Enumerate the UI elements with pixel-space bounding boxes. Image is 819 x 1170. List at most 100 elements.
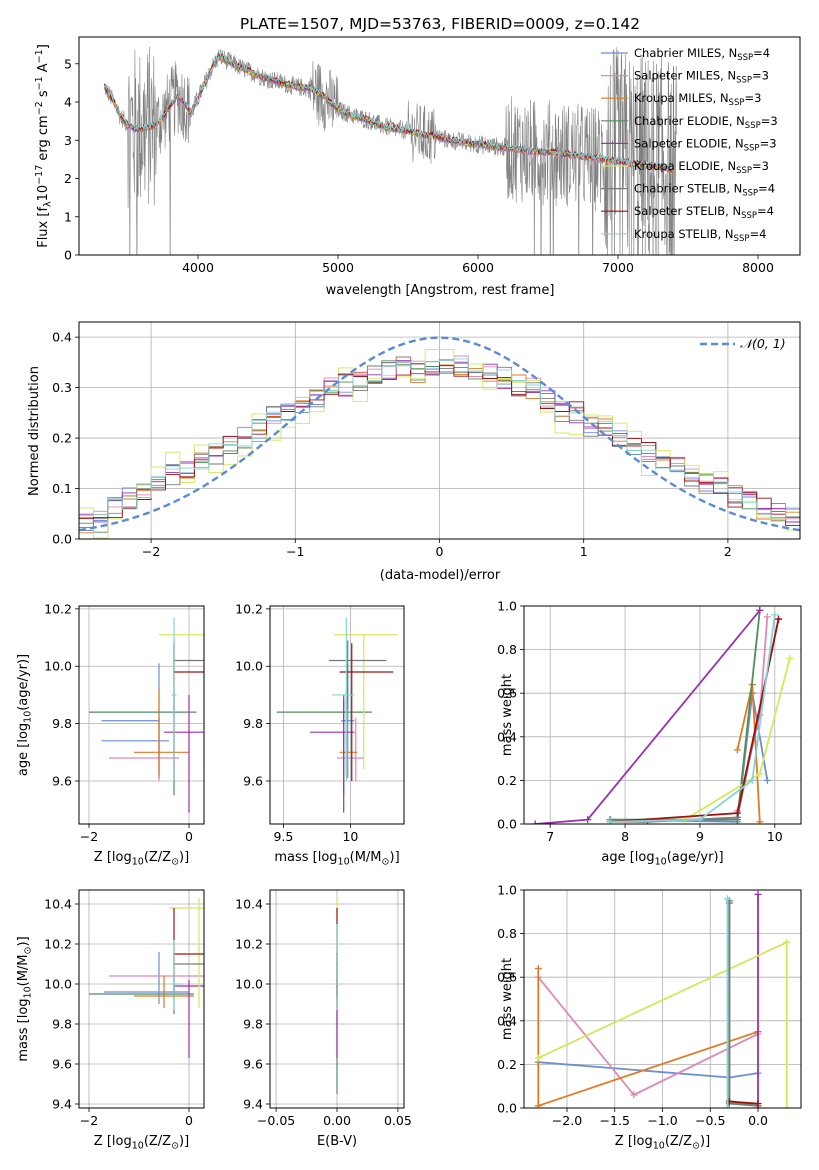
- age-vs-z-axes-xtick-label-0: −2: [80, 829, 98, 844]
- point-kroupa_stelib-8: [345, 694, 348, 696]
- spectrum-axes-xtick-label-0: 4000: [182, 260, 214, 275]
- weight-marker-salpeter_stelib-1: [733, 809, 741, 817]
- weight-vs-z-axes-xtick-label-0: −2.0: [552, 1113, 582, 1128]
- weight-vs-age-axes-xlabel: age [log10(age/yr)]: [601, 850, 723, 868]
- weight-vs-age-axes-xtick-label-0: 7: [546, 829, 554, 844]
- point-kroupa_elodie-5: [362, 633, 365, 636]
- weight-marker-kroupa_stelib-3: [771, 611, 779, 619]
- residuals-axes-ytick-label-2: 0.2: [52, 431, 72, 446]
- weight-marker-kroupa_miles-2: [756, 818, 764, 824]
- residuals-axes-ytick-label-1: 0.1: [52, 481, 72, 496]
- weight-marker-salpeter_miles-2: [763, 613, 771, 621]
- weight-marker-salpeter_elodie-0: [531, 820, 539, 824]
- spectrum-axes-ytick-label-2: 2: [64, 171, 72, 186]
- spectrum-axes-plot-area: [103, 46, 678, 255]
- age-vs-z-axes-ytick-label-2: 10.0: [44, 659, 72, 674]
- weight-marker-salpeter_stelib-2: [775, 615, 783, 623]
- age-vs-z-axes-ytick-label-3: 10.2: [44, 601, 72, 616]
- age-vs-mass-axes-ytick-label-1: 9.8: [243, 716, 263, 731]
- weight-vs-z-axes-ytick-label-3: 0.6: [497, 970, 517, 985]
- mass-vs-z-axes-ytick-label-5: 10.4: [44, 897, 72, 912]
- point-salpeter_elodie-4: [188, 985, 190, 987]
- mass-vs-ebv-axes-ytick-label-2: 9.8: [243, 1017, 263, 1032]
- weight-marker-kroupa_miles-0: [534, 964, 542, 972]
- residuals-axes-plot-area: [79, 336, 800, 539]
- residuals-axes-ytick-label-4: 0.4: [52, 330, 72, 345]
- age-vs-mass-axes-frame: [269, 605, 405, 825]
- point-chabrier_stelib-6: [346, 659, 349, 662]
- mass-vs-ebv-axes-ytick-label-3: 10.0: [235, 977, 263, 992]
- mass-vs-z-axes: −2 0 9.4 9.6 9.8 10.0 10.2 10.4 Z [log10(Z/Z⊙)] m…: [16, 889, 205, 1152]
- weight-marker-kroupa_stelib-0: [606, 818, 614, 824]
- weight-vs-z-axes-ytick-label-5: 1.0: [497, 883, 517, 898]
- residuals-axes-xtick-label-4: 2: [724, 544, 732, 559]
- weight-marker-salpeter_elodie-2: [756, 606, 764, 614]
- weight-marker-kroupa_stelib-0: [723, 1104, 731, 1108]
- mass-vs-z-axes-xtick-label-1: 0: [185, 1113, 193, 1128]
- weight-vs-z-axes-xlabel: Z [log10(Z/Z⊙)]: [615, 1134, 710, 1152]
- model-spectrum-chabrier_stelib: [103, 53, 675, 173]
- mass-vs-ebv-axes-ytick-label-4: 10.2: [235, 937, 263, 952]
- spectrum-axes-frame: [78, 36, 801, 256]
- weight-vs-z-axes-xtick-label-2: −1.0: [647, 1113, 677, 1128]
- age-vs-z-axes-frame: [78, 605, 205, 825]
- mass-vs-ebv-axes: −0.05 0.00 0.05 9.4 9.6 9.8 10.0 10.2 10.4 E(B-V): [235, 889, 412, 1149]
- age-vs-mass-axes-ytick-label-2: 10.0: [235, 659, 263, 674]
- weight-vs-age-axes-ytick-label-3: 0.6: [497, 686, 517, 701]
- weight-marker-salpeter_elodie-1: [584, 816, 592, 824]
- residuals-axes-frame: [78, 321, 801, 540]
- age-vs-z-axes: −2 0 9.6 9.8 10.0 10.2 Z [log10(Z/Z⊙)] age [log…: [16, 601, 205, 868]
- weight-line-salpeter_stelib: [729, 1100, 759, 1105]
- point-salpeter_elodie-4: [342, 731, 345, 734]
- point-kroupa_stelib-9: [173, 694, 175, 696]
- spectrum-axes-xtick-label-3: 7000: [602, 260, 634, 275]
- weight-marker-salpeter_miles-1: [630, 1091, 638, 1099]
- mass-vs-z-axes-ytick-label-0: 9.4: [52, 1097, 72, 1112]
- mass-vs-z-axes-plot-area: [89, 898, 204, 1058]
- mass-vs-ebv-axes-xtick-label-2: 0.05: [384, 1113, 412, 1128]
- spectrum-axes-ytick-label-5: 5: [64, 56, 72, 71]
- age-vs-mass-axes-xtick-label-1: 10: [342, 829, 358, 844]
- legend-label-kroupa_elodie: Kroupa ELODIE, NSSP=3: [634, 159, 769, 176]
- weight-vs-z-axes-ytick-label-2: 0.4: [497, 1013, 517, 1028]
- spectrum-axes-ytick-label-3: 3: [64, 133, 72, 148]
- weight-marker-kroupa_elodie-1: [756, 770, 764, 778]
- weight-vs-age-axes-xtick-label-3: 10: [767, 829, 783, 844]
- residuals-axes-ytick-label-0: 0.0: [52, 532, 72, 547]
- weight-vs-age-axes-ytick-label-5: 1.0: [497, 599, 517, 614]
- weight-line-kroupa_miles: [537, 968, 759, 1108]
- weight-vs-age-axes-ytick-label-4: 0.8: [497, 642, 517, 657]
- legend-label-salpeter_miles: Salpeter MILES, NSSP=3: [634, 69, 769, 86]
- gaussian-curve: [79, 336, 800, 532]
- age-vs-z-axes-xtick-label-1: 0: [185, 829, 193, 844]
- residuals-axes: −2 −1 0 1 2 0.0 0.1 0.2 0.3 0.4 𝒩(0, 1) (data-model…: [27, 321, 801, 583]
- weight-marker-chabrier_miles-3: [763, 776, 771, 784]
- age-vs-z-axes-xlabel: Z [log10(Z/Z⊙)]: [94, 850, 189, 868]
- age-vs-z-axes-plot-area: [89, 617, 204, 813]
- weight-vs-z-axes-xtick-label-3: −0.5: [695, 1113, 725, 1128]
- weight-vs-z-axes-ytick-label-4: 0.8: [497, 926, 517, 941]
- model-spectrum-kroupa_stelib: [103, 51, 675, 172]
- point-chabrier_miles-0: [346, 719, 349, 722]
- point-kroupa_elodie-5: [198, 907, 200, 909]
- age-vs-mass-axes-ytick-label-0: 9.6: [243, 773, 263, 788]
- point-salpeter_miles-1: [354, 757, 357, 759]
- age-vs-mass-axes-xtick-label-0: 9.5: [273, 829, 293, 844]
- mass-vs-ebv-axes-xtick-label-1: 0.00: [323, 1113, 351, 1128]
- weight-marker-salpeter_stelib-1: [754, 1100, 762, 1108]
- spectrum-axes-xtick-label-4: 8000: [742, 260, 774, 275]
- weight-vs-age-axes-ytick-label-0: 0.0: [497, 817, 517, 832]
- spectrum-axes-xtick-label-1: 5000: [322, 260, 354, 275]
- weight-marker-kroupa_elodie-0: [534, 1054, 542, 1062]
- legend-label-chabrier_stelib: Chabrier STELIB, NSSP=4: [634, 182, 775, 199]
- histogram-kroupa_stelib: [79, 358, 800, 539]
- mass-vs-z-axes-ytick-label-3: 10.0: [44, 977, 72, 992]
- mass-vs-ebv-axes-ytick-label-1: 9.6: [243, 1057, 263, 1072]
- residuals-ylabel: Normed distribution: [27, 366, 42, 496]
- mass-vs-ebv-axes-ytick-label-0: 9.4: [243, 1097, 263, 1112]
- spectrum-axes-ytick-label-1: 1: [64, 209, 72, 224]
- weight-vs-z-axes-xtick-label-4: 0.0: [748, 1113, 768, 1128]
- weight-vs-z-axes: −2.0 −1.5 −1.0 −0.5 0.0 0.0 0.2 0.4 0.6 0.8 1.0 Z […: [497, 883, 802, 1152]
- residuals-xlabel: (data-model)/error: [380, 568, 501, 583]
